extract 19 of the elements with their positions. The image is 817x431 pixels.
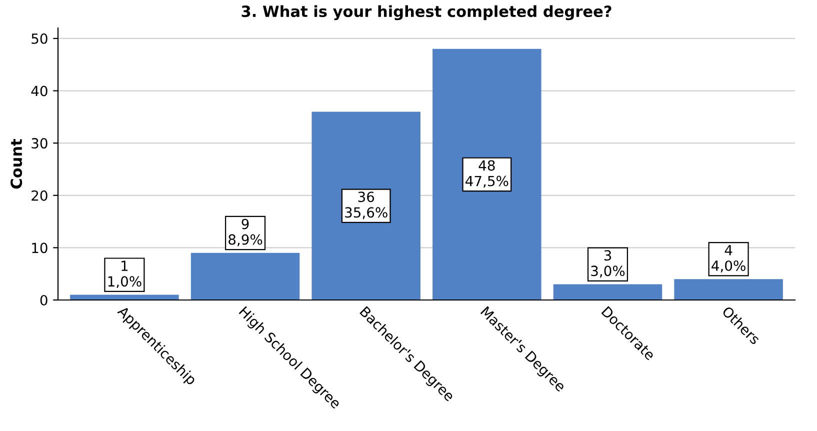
bar	[674, 279, 783, 300]
y-tick-label: 10	[32, 242, 48, 254]
y-tick-label: 0	[40, 294, 48, 306]
data-label: 1 1,0%	[108, 260, 142, 288]
y-tick-label: 30	[32, 138, 48, 149]
data-label: 9 8,9%	[228, 218, 262, 246]
bar	[553, 284, 662, 300]
data-label: 48 47,5%	[466, 160, 508, 188]
y-axis-title: Count	[10, 138, 22, 189]
bar	[432, 48, 542, 300]
y-tick-label: 40	[31, 86, 48, 96]
y-tick-label: 20	[32, 190, 48, 201]
data-label: 4 4,0%	[712, 245, 746, 272]
data-label: 36 35,6%	[345, 192, 388, 220]
data-label: 3 3,0%	[591, 250, 625, 278]
bar	[190, 252, 300, 300]
bar	[312, 112, 420, 300]
chart-title: 3. What is your highest completed degree?	[242, 5, 612, 20]
y-tick-label: 50	[32, 33, 48, 44]
